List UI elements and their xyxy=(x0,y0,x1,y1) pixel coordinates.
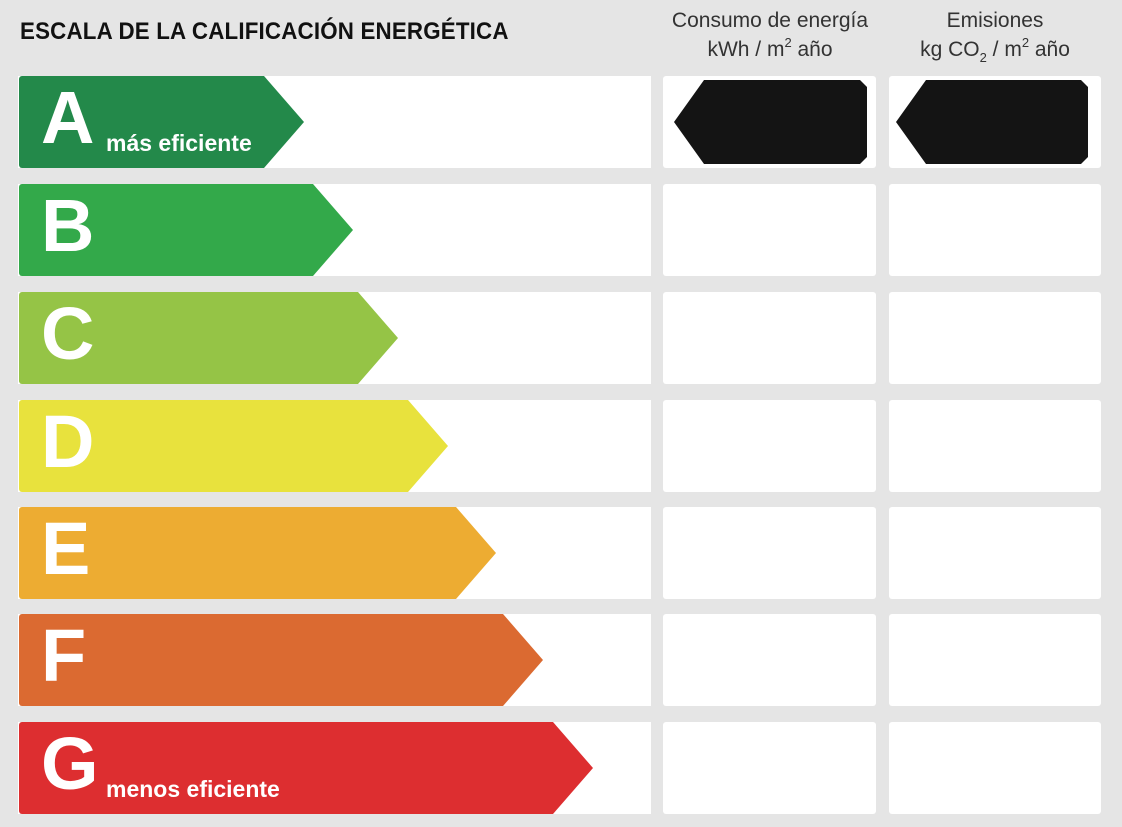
emissions-cell-g xyxy=(889,722,1101,814)
energy-cell-e xyxy=(663,507,876,599)
rating-row-e: E xyxy=(0,507,1122,599)
emissions-cell-d xyxy=(889,400,1101,492)
emissions-cell-b xyxy=(889,184,1101,276)
emissions-header-line1: Emisiones xyxy=(946,9,1044,32)
energy-cell-d xyxy=(663,400,876,492)
rating-row-a: A más eficiente xyxy=(0,76,1122,168)
energy-cell-f xyxy=(663,614,876,706)
rating-letter: F xyxy=(41,614,87,697)
emissions-cell-c xyxy=(889,292,1101,384)
emissions-cell-e xyxy=(889,507,1101,599)
energy-cell-b xyxy=(663,184,876,276)
energy-cell-c xyxy=(663,292,876,384)
rating-arrow-e: E xyxy=(19,507,496,599)
rating-row-b: B xyxy=(0,184,1122,276)
rating-arrow-a: A más eficiente xyxy=(19,76,304,168)
rating-arrow-g: G menos eficiente xyxy=(19,722,593,814)
energy-header-line1: Consumo de energía xyxy=(671,9,869,32)
energy-column-header: Consumo de energía kWh / m2 año xyxy=(657,6,883,64)
rating-label-least-efficient: menos eficiente xyxy=(106,776,280,802)
rating-row-f: F xyxy=(0,614,1122,706)
rating-letter: G xyxy=(41,722,99,805)
emissions-rating-indicator xyxy=(896,80,1088,164)
energy-cell-g xyxy=(663,722,876,814)
rating-letter: A xyxy=(41,76,95,159)
rating-row-g: G menos eficiente xyxy=(0,722,1122,814)
page-title: ESCALA DE LA CALIFICACIÓN ENERGÉTICA xyxy=(20,18,509,45)
energy-header-unit: kWh / m2 año xyxy=(707,35,833,61)
emissions-cell-f xyxy=(889,614,1101,706)
emissions-column-header: Emisiones kg CO2 / m2 año xyxy=(884,6,1106,64)
energy-rating-indicator xyxy=(674,80,867,164)
rating-letter: E xyxy=(41,507,91,590)
rating-arrow-d: D xyxy=(19,400,448,492)
energy-cell-a xyxy=(663,76,876,168)
rating-row-d: D xyxy=(0,400,1122,492)
rating-letter: D xyxy=(41,400,95,483)
rating-arrow-f: F xyxy=(19,614,543,706)
emissions-cell-a xyxy=(889,76,1101,168)
emissions-header-unit: kg CO2 / m2 año xyxy=(920,35,1070,65)
rating-letter: B xyxy=(41,184,95,267)
rating-letter: C xyxy=(41,292,95,375)
rating-row-c: C xyxy=(0,292,1122,384)
rating-label-most-efficient: más eficiente xyxy=(106,130,252,156)
rating-arrow-c: C xyxy=(19,292,398,384)
rating-arrow-b: B xyxy=(19,184,353,276)
